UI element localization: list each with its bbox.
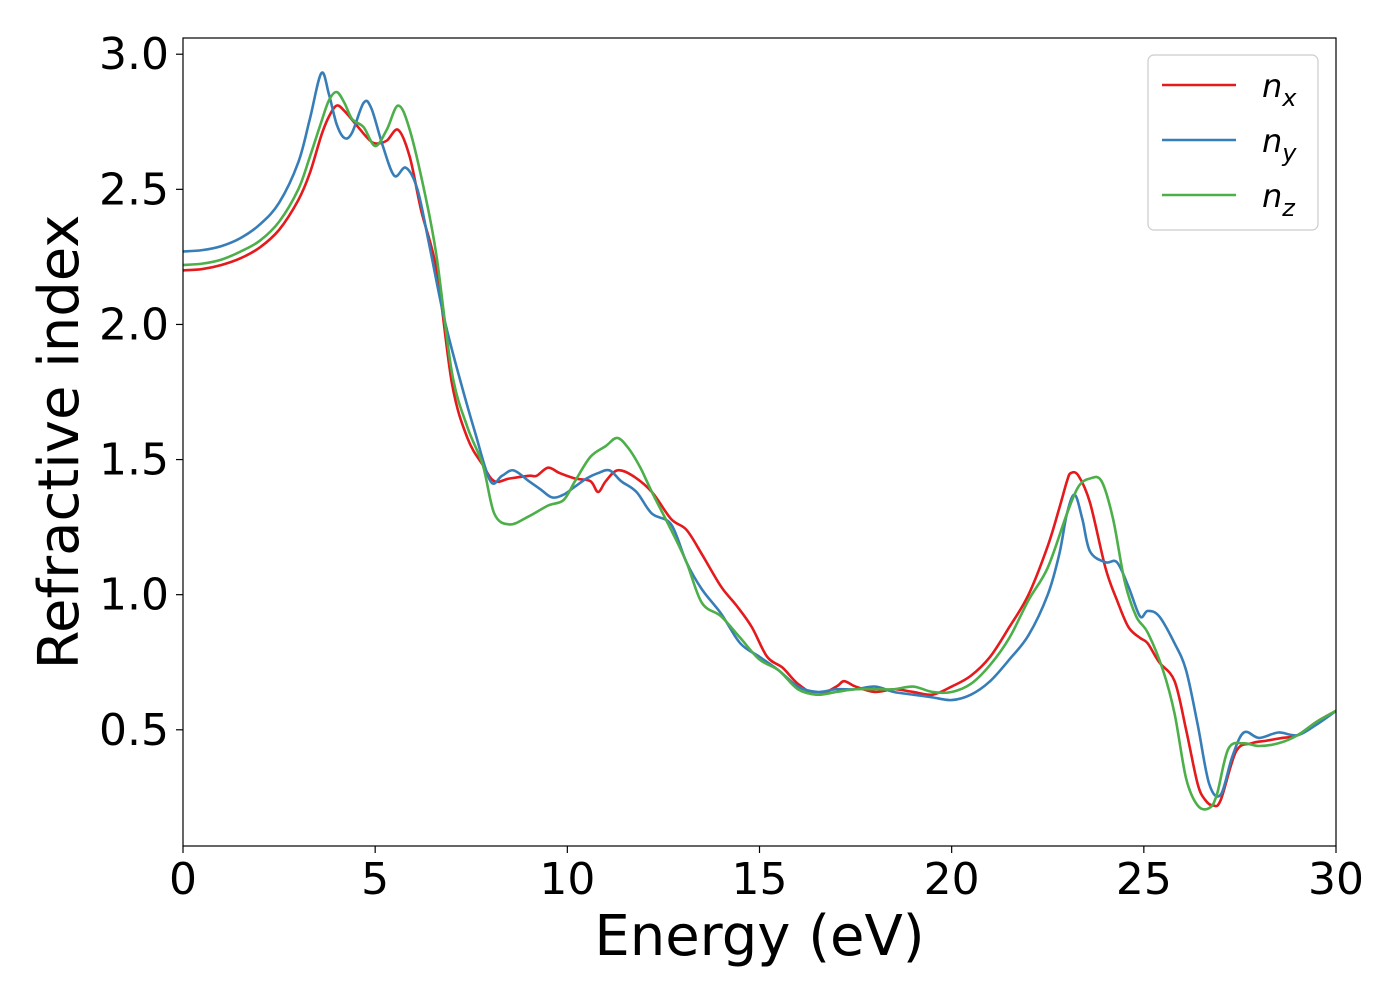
legend-label-subscript: z [1281,194,1296,222]
x-tick-label: 10 [539,854,595,905]
y-tick-label: 3.0 [99,29,169,80]
series-line-ny [183,71,1336,798]
x-tick-label: 0 [169,854,197,905]
legend-label-nx: nx [1262,67,1297,112]
legend-label-base: n [1262,122,1282,160]
x-tick-label: 25 [1116,854,1172,905]
legend-label-subscript: y [1281,139,1297,167]
series-line-nz [183,90,1336,811]
legend-label-subscript: x [1281,84,1297,112]
series-lines [183,71,1336,811]
x-tick-label: 15 [732,854,788,905]
y-tick-label: 1.5 [99,435,169,486]
legend-label-ny: ny [1262,122,1297,167]
x-tick-label: 5 [361,854,389,905]
y-axis-ticks: 0.5 1.0 1.5 2.0 2.5 3.0 [99,29,183,756]
legend-label-base: n [1262,67,1282,105]
y-tick-label: 2.0 [99,299,169,350]
legend-box [1147,54,1319,231]
y-tick-label: 2.5 [99,164,169,215]
x-tick-label: 30 [1308,854,1364,905]
y-axis-label: Refractive index [27,215,92,670]
legend-label-base: n [1262,177,1282,215]
legend-label-nz: nz [1262,177,1296,222]
plot-frame [182,37,1337,847]
x-axis-label: Energy (eV) [594,904,924,969]
x-tick-label: 20 [924,854,980,905]
x-axis-ticks: 0 5 10 15 20 25 30 [169,846,1364,905]
y-tick-label: 1.0 [99,570,169,621]
y-tick-label: 0.5 [99,705,169,756]
